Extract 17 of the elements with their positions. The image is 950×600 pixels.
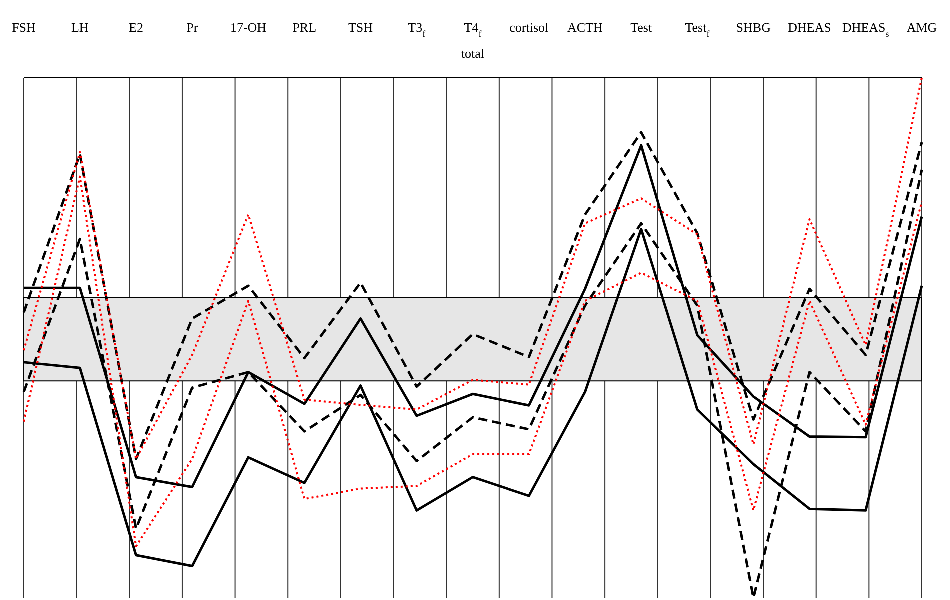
x-tick-label: Test$_{f}$ — [685, 20, 710, 39]
x-tick-label: cortisol — [510, 20, 550, 35]
x-tick-label: T3$_{f}$ — [408, 20, 426, 39]
x-tick-label: FSH — [12, 20, 36, 35]
x-tick-label: E2 — [129, 20, 144, 35]
x-tick-label: DHEAS$_{s}$ — [842, 20, 890, 39]
x-tick-label: PRL — [292, 20, 317, 35]
x-tick-label: Test — [630, 20, 652, 35]
x-tick-label: T4$_{f}$ total — [461, 20, 485, 61]
x-tick-label: SHBG — [736, 20, 771, 35]
x-tick-label: Pr — [186, 20, 199, 35]
x-tick-label: TSH — [348, 20, 374, 35]
x-tick-label: DHEAS — [788, 20, 832, 35]
x-tick-label: AMG — [906, 20, 938, 35]
x-tick-label: 17-OH — [230, 20, 267, 35]
x-tick-label: ACTH — [568, 20, 603, 35]
x-tick-label: LH — [71, 20, 89, 35]
